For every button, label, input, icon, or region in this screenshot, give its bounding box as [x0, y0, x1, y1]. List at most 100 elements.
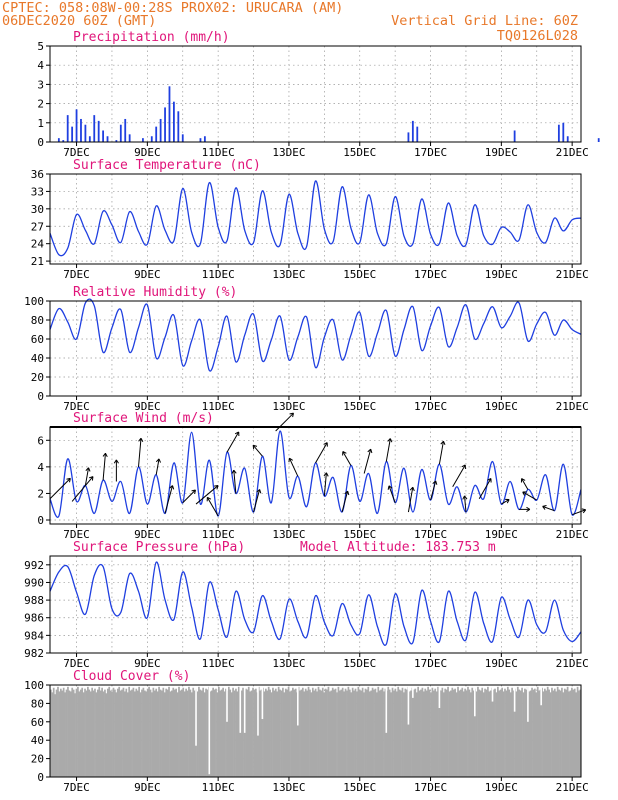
wind-arrow — [182, 489, 196, 504]
wind-arrowhead — [323, 442, 328, 447]
y-tick-label: 40 — [31, 734, 44, 747]
cloud-bar — [133, 691, 136, 777]
precip-bar — [71, 126, 74, 142]
cloud-bar — [306, 690, 308, 777]
precip-bar — [173, 101, 175, 142]
cloud-bar — [225, 688, 227, 777]
x-tick-label: 11DEC — [202, 268, 235, 281]
cloud-bar — [78, 691, 81, 777]
cloud-bar — [579, 689, 582, 777]
cloud-bar — [128, 686, 131, 777]
x-tick-label: 17DEC — [414, 528, 447, 541]
cloud-bar — [395, 691, 398, 777]
y-tick-label: 2 — [37, 487, 44, 500]
wind-arrow — [233, 470, 237, 494]
x-tick-label: 21DEC — [556, 146, 589, 159]
wind-arrow — [407, 487, 414, 513]
cloud-bar — [430, 692, 432, 777]
cloud-bar — [441, 687, 444, 777]
cloud-bar — [568, 691, 570, 777]
cloud-bar — [69, 691, 72, 777]
cloud-bar — [229, 689, 232, 777]
cloud-bar — [422, 691, 425, 777]
cloud-bar — [85, 690, 88, 777]
cloud-bar — [158, 686, 160, 777]
cloud-dip — [407, 685, 410, 725]
cloud-bar — [68, 690, 71, 777]
cloud-bar — [498, 690, 501, 777]
cloud-bar — [262, 687, 264, 777]
cloud-bar — [75, 688, 78, 777]
cloud-bar — [471, 687, 474, 777]
cloud-bar — [283, 692, 286, 777]
cloud-bar — [381, 687, 384, 777]
cloud-bar — [511, 687, 513, 777]
x-tick-label: 9DEC — [134, 268, 161, 281]
cloud-bar — [179, 690, 182, 777]
cloud-bar — [331, 687, 334, 777]
cloud-bar — [101, 687, 103, 777]
cloud-bar — [99, 690, 102, 777]
cloud-bar — [205, 688, 207, 777]
cloud-bar — [230, 692, 233, 777]
cloud-bar — [445, 689, 448, 777]
wind-arrow — [288, 458, 299, 477]
cloud-bar — [310, 692, 313, 777]
panel-4: 0 2 4 6 7DEC 9DEC 11DEC 13DEC 15DEC 17DEC 19DEC 21D… — [37, 411, 588, 541]
cloud-bar — [292, 687, 294, 777]
y-tick-label: 986 — [24, 612, 44, 625]
cloud-bar — [393, 690, 395, 777]
cloud-bar — [126, 692, 129, 777]
cloud-bar — [307, 686, 310, 777]
cloud-bar — [501, 687, 504, 777]
cloud-bar — [413, 689, 415, 777]
cloud-dip — [257, 685, 259, 736]
cloud-bar — [531, 687, 533, 777]
cloud-bar — [223, 691, 226, 777]
cloud-bar — [403, 692, 405, 777]
cloud-bar — [309, 689, 311, 777]
wind-arrow — [501, 499, 510, 505]
x-tick-label: 13DEC — [272, 146, 305, 159]
panel-title: Surface Wind (m/s) — [73, 411, 214, 426]
wind-arrow — [84, 467, 90, 486]
cloud-bar — [200, 690, 203, 777]
cloud-bar — [299, 690, 301, 777]
precip-bar — [177, 111, 180, 142]
cloud-bar — [417, 686, 420, 777]
cloud-bar — [469, 692, 472, 777]
cloud-bar — [371, 687, 374, 777]
cloud-bar — [273, 690, 276, 777]
wind-arrowhead — [231, 469, 237, 474]
cloud-bar — [149, 689, 152, 777]
precip-bar — [80, 118, 82, 142]
cloud-bar — [119, 690, 122, 777]
cloud-bar — [287, 686, 290, 777]
cloud-bar — [573, 688, 576, 777]
cloud-bar — [522, 692, 525, 777]
cloud-bar — [454, 688, 457, 777]
cloud-bar — [72, 689, 75, 777]
y-tick-label: 80 — [31, 697, 44, 710]
x-tick-label: 15DEC — [343, 268, 376, 281]
wind-arrowhead — [191, 489, 196, 495]
cloud-bar — [296, 692, 299, 777]
cloud-bar — [457, 686, 459, 777]
cloud-bar — [121, 689, 123, 777]
cloud-bar — [82, 692, 85, 777]
cloud-bar — [515, 691, 518, 777]
cloud-bar — [474, 688, 476, 777]
cloud-bar — [219, 690, 222, 777]
cloud-bar — [451, 687, 454, 777]
cloud-dip — [243, 685, 246, 733]
wind-arrow — [49, 478, 71, 500]
cloud-bar — [202, 687, 205, 777]
y-tick-label: 988 — [24, 594, 44, 607]
cloud-bar — [384, 688, 387, 777]
x-tick-label: 17DEC — [414, 657, 447, 670]
cloud-bar — [401, 687, 404, 777]
cloud-bar — [534, 688, 536, 777]
cloud-bar — [323, 692, 326, 777]
wind-arrowhead — [409, 486, 415, 492]
cloud-bar — [89, 691, 92, 777]
